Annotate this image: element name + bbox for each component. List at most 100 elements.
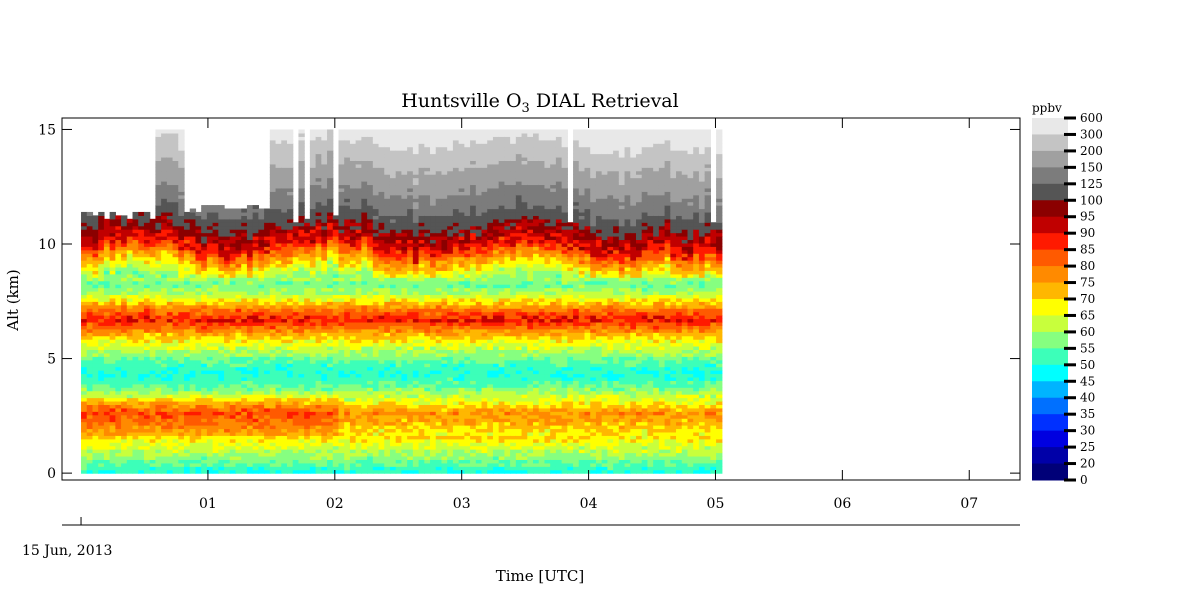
heatmap-cell — [218, 383, 225, 388]
heatmap-cell — [121, 462, 128, 467]
heatmap-cell — [321, 184, 328, 189]
heatmap-cell — [309, 304, 317, 309]
heatmap-cell — [367, 418, 374, 423]
heatmap-cell — [138, 438, 145, 443]
heatmap-cell — [241, 435, 248, 440]
heatmap-cell — [241, 390, 248, 395]
heatmap-cell — [275, 438, 282, 443]
heatmap-cell — [332, 469, 340, 474]
heatmap-cell — [349, 260, 357, 265]
heatmap-cell — [292, 370, 300, 375]
heatmap-cell — [407, 363, 414, 368]
heatmap-cell — [367, 239, 374, 244]
heatmap-cell — [155, 387, 162, 392]
heatmap-cell — [92, 290, 99, 296]
heatmap-cell — [201, 266, 208, 271]
heatmap-cell — [355, 370, 362, 375]
heatmap-cell — [98, 290, 105, 296]
heatmap-cell — [189, 321, 197, 326]
heatmap-cell — [304, 435, 311, 440]
heatmap-cell — [269, 366, 277, 371]
heatmap-cell — [138, 225, 145, 230]
heatmap-cell — [126, 438, 134, 443]
heatmap-cell — [206, 218, 214, 223]
heatmap-cell — [178, 294, 185, 299]
heatmap-cell — [264, 342, 271, 347]
heatmap-cell — [395, 191, 403, 196]
heatmap-cell — [218, 239, 225, 244]
heatmap-cell — [252, 311, 259, 316]
heatmap-cell — [407, 390, 414, 395]
heatmap-cell — [321, 260, 328, 265]
heatmap-cell — [138, 411, 145, 416]
heatmap-cell — [378, 339, 385, 344]
heatmap-cell — [201, 349, 208, 354]
heatmap-cell — [407, 425, 414, 430]
heatmap-cell — [304, 370, 311, 375]
heatmap-cell — [269, 383, 277, 388]
heatmap-cell — [172, 383, 179, 388]
heatmap-cell — [166, 156, 174, 161]
heatmap-cell — [166, 205, 174, 210]
heatmap-cell — [269, 407, 277, 412]
heatmap-cell — [367, 198, 374, 203]
heatmap-cell — [327, 438, 334, 443]
heatmap-cell — [229, 411, 237, 416]
heatmap-cell — [258, 242, 265, 247]
heatmap-cell — [184, 345, 191, 351]
heatmap-cell — [201, 249, 208, 254]
heatmap-cell — [281, 287, 288, 292]
heatmap-cell — [367, 421, 374, 426]
heatmap-cell — [384, 418, 391, 423]
heatmap-cell — [327, 194, 334, 199]
heatmap-cell — [161, 452, 168, 457]
heatmap-cell — [287, 318, 294, 323]
heatmap-cell — [287, 414, 294, 419]
heatmap-cell — [184, 356, 191, 361]
heatmap-cell — [218, 290, 225, 296]
heatmap-cell — [327, 184, 334, 189]
heatmap-cell — [269, 418, 277, 423]
heatmap-cell — [126, 376, 134, 381]
heatmap-cell — [201, 407, 208, 412]
heatmap-cell — [81, 270, 88, 275]
heatmap-cell — [224, 273, 231, 278]
heatmap-cell — [92, 232, 99, 237]
heatmap-cell — [252, 380, 259, 385]
heatmap-cell — [81, 397, 88, 402]
heatmap-cell — [355, 191, 362, 196]
heatmap-cell — [298, 370, 305, 375]
heatmap-cell — [178, 311, 185, 316]
heatmap-cell — [229, 359, 237, 364]
heatmap-cell — [103, 390, 111, 395]
heatmap-cell — [361, 332, 368, 337]
heatmap-cell — [149, 218, 157, 223]
heatmap-cell — [155, 280, 162, 285]
heatmap-cell — [166, 139, 174, 144]
heatmap-cell — [224, 352, 231, 357]
heatmap-cell — [327, 297, 334, 302]
heatmap-cell — [229, 232, 237, 237]
heatmap-cell — [172, 390, 179, 395]
heatmap-cell — [126, 345, 134, 351]
heatmap-cell — [161, 404, 168, 409]
heatmap-cell — [349, 425, 357, 430]
heatmap-cell — [372, 270, 380, 275]
heatmap-cell — [149, 349, 157, 354]
heatmap-cell — [92, 246, 99, 251]
heatmap-cell — [344, 170, 351, 175]
heatmap-cell — [235, 332, 242, 337]
heatmap-cell — [206, 284, 214, 289]
heatmap-cell — [92, 270, 99, 275]
heatmap-cell — [281, 466, 288, 471]
heatmap-cell — [224, 280, 231, 285]
heatmap-cell — [115, 435, 122, 440]
heatmap-cell — [389, 407, 397, 412]
heatmap-cell — [298, 266, 305, 271]
heatmap-cell — [361, 232, 368, 237]
heatmap-cell — [281, 435, 288, 440]
heatmap-cell — [132, 359, 139, 364]
heatmap-cell — [361, 160, 368, 165]
heatmap-cell — [292, 349, 300, 354]
heatmap-cell — [264, 208, 271, 213]
